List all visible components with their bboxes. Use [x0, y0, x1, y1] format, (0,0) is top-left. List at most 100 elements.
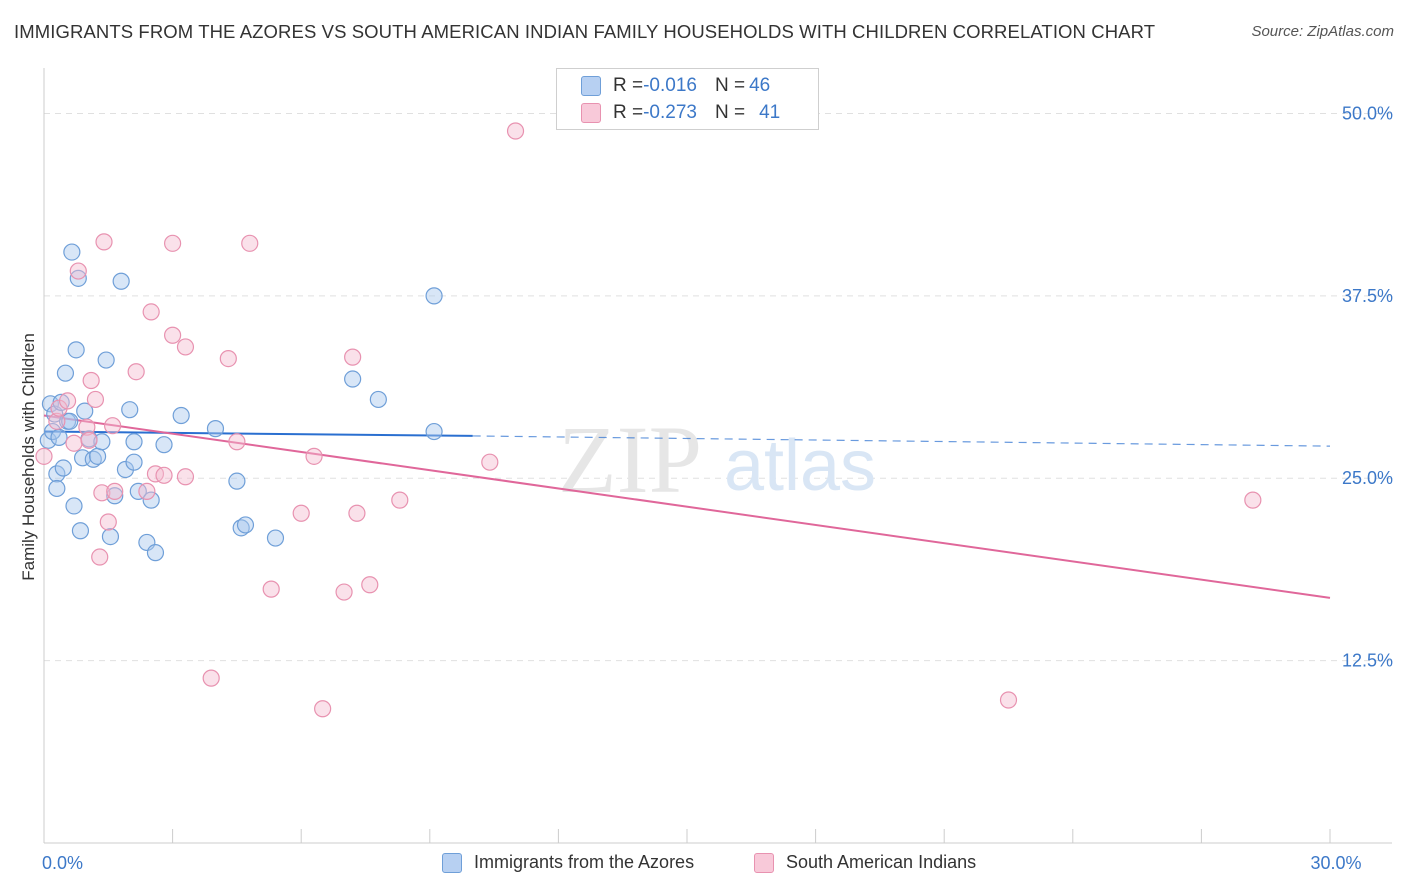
point-azores	[112, 272, 130, 290]
point-azores	[56, 364, 75, 382]
legend-swatch-azores	[581, 76, 601, 96]
point-sa-indians	[127, 363, 145, 381]
point-azores	[97, 351, 115, 369]
point-sa-indians	[335, 583, 353, 601]
point-sa-indians	[481, 453, 499, 471]
point-sa-indians	[103, 417, 122, 435]
point-azores	[344, 370, 362, 388]
legend-label-sa-indians: South American Indians	[786, 852, 977, 872]
point-azores	[50, 428, 68, 446]
point-sa-indians	[164, 234, 182, 252]
point-sa-indians	[314, 700, 332, 718]
point-sa-indians	[91, 548, 109, 566]
point-azores	[425, 422, 443, 441]
point-azores	[61, 412, 79, 430]
point-sa-indians	[262, 580, 280, 598]
legend-r-value-azores: -0.016	[643, 75, 697, 96]
point-sa-indians	[99, 513, 117, 531]
point-sa-indians	[176, 338, 195, 356]
axis-tick-labels: 12.5% 25.0% 37.5% 50.0% 0.0% 30.0%	[42, 103, 1393, 873]
point-azores	[172, 406, 190, 425]
y-tick-label: 12.5%	[1342, 651, 1393, 671]
point-azores	[425, 287, 443, 305]
point-sa-indians	[219, 349, 237, 368]
point-azores	[206, 420, 225, 438]
x-tick-label: 30.0%	[1310, 853, 1361, 873]
watermark-zip: ZIP	[558, 406, 702, 513]
point-sa-indians	[106, 482, 124, 500]
point-sa-indians	[999, 691, 1018, 709]
data-points	[35, 122, 1262, 718]
y-tick-label: 37.5%	[1342, 286, 1393, 306]
point-sa-indians	[361, 576, 379, 594]
legend-swatch-sa-indians	[754, 852, 774, 873]
point-azores	[125, 453, 143, 471]
watermark: ZIP atlas	[558, 406, 876, 513]
point-sa-indians	[391, 491, 409, 509]
point-azores	[125, 433, 143, 451]
point-azores	[71, 522, 90, 540]
point-sa-indians	[202, 669, 220, 687]
point-azores	[73, 449, 92, 467]
point-azores	[146, 544, 165, 562]
legend-n-value-sa-indians: 41	[759, 102, 781, 123]
legend-row-azores: R = -0.016 N = 46	[581, 73, 770, 99]
series-legend: Immigrants from the Azores South America…	[0, 852, 1406, 878]
point-azores	[88, 447, 107, 465]
legend-item-azores[interactable]: Immigrants from the Azores	[442, 852, 694, 873]
legend-swatch-azores	[442, 852, 462, 873]
point-azores	[106, 487, 124, 505]
point-azores	[41, 395, 60, 413]
point-sa-indians	[506, 122, 525, 140]
point-azores	[63, 243, 81, 261]
legend-n-value-azores: 46	[749, 75, 771, 96]
chart-title: IMMIGRANTS FROM THE AZORES VS SOUTH AMER…	[14, 21, 1156, 42]
legend-n-label: N =	[714, 75, 746, 96]
legend-r-label: R =	[613, 102, 644, 123]
correlation-legend: R = -0.016 N = 46 R = -0.273 N = 41	[556, 68, 819, 130]
point-sa-indians	[348, 504, 366, 522]
x-tick-label: 0.0%	[42, 853, 83, 873]
point-sa-indians	[138, 482, 156, 500]
point-azores	[121, 401, 139, 419]
point-sa-indians	[86, 390, 105, 409]
point-sa-indians	[58, 392, 77, 410]
point-azores	[101, 527, 120, 546]
trend-lines	[43, 414, 1331, 599]
point-sa-indians	[228, 433, 246, 451]
point-sa-indians	[155, 466, 173, 484]
point-sa-indians	[65, 434, 83, 452]
legend-row-sa-indians: R = -0.273 N = 41	[581, 100, 780, 126]
trend-line-azores	[43, 430, 473, 437]
y-tick-label: 50.0%	[1342, 103, 1393, 123]
point-sa-indians	[344, 348, 362, 366]
point-azores	[65, 497, 83, 515]
point-sa-indians	[48, 412, 66, 430]
point-azores	[93, 433, 111, 451]
watermark-atlas: atlas	[724, 426, 876, 506]
legend-item-sa-indians[interactable]: South American Indians	[754, 852, 976, 873]
point-sa-indians	[78, 418, 96, 436]
point-sa-indians	[35, 447, 53, 465]
legend-label-azores: Immigrants from the Azores	[474, 852, 695, 872]
legend-swatch-sa-indians	[581, 103, 601, 123]
point-sa-indians	[69, 262, 87, 280]
point-azores	[228, 472, 246, 490]
point-sa-indians	[93, 484, 111, 502]
point-sa-indians	[176, 468, 195, 486]
point-sa-indians	[292, 504, 310, 522]
point-azores	[54, 459, 72, 477]
point-sa-indians	[50, 399, 68, 417]
point-azores	[236, 516, 255, 534]
point-azores	[369, 390, 387, 409]
legend-r-value-sa-indians: -0.273	[643, 102, 697, 123]
point-sa-indians	[142, 303, 160, 321]
point-azores	[48, 479, 66, 498]
axes	[43, 68, 1392, 844]
source-label: Source: ZipAtlas.com	[1251, 23, 1394, 40]
trend-line-sa-indians	[43, 414, 1331, 599]
point-sa-indians	[146, 465, 165, 483]
point-azores	[142, 491, 160, 509]
point-azores	[67, 341, 85, 359]
